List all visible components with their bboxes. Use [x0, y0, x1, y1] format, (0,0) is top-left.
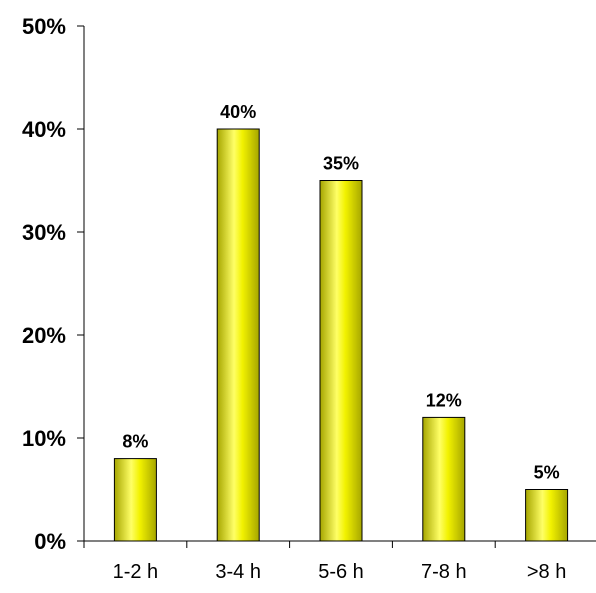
data-label: 35% — [323, 154, 359, 174]
bar — [319, 180, 363, 542]
y-axis: 0% 10% 20% 30% 40% 50% — [22, 14, 85, 554]
y-tick-label: 20% — [22, 323, 66, 348]
y-tick-label: 10% — [22, 426, 66, 451]
x-tick-label: 3-4 h — [215, 561, 261, 583]
y-tick-label: 40% — [22, 117, 66, 142]
bar — [216, 128, 260, 542]
data-label: 8% — [122, 432, 148, 452]
y-tick-label: 0% — [34, 529, 66, 554]
bars: 8% 40% 35% 12% 5% — [113, 102, 569, 542]
x-tick-label: >8 h — [527, 561, 566, 583]
x-tick-label: 7-8 h — [421, 561, 467, 583]
x-tick-label: 1-2 h — [113, 561, 159, 583]
bar — [525, 489, 569, 542]
y-tick-label: 30% — [22, 220, 66, 245]
data-label: 12% — [426, 390, 462, 410]
data-label: 5% — [534, 463, 560, 483]
bar — [422, 416, 466, 542]
data-label: 40% — [220, 102, 256, 122]
x-tick-label: 5-6 h — [318, 561, 364, 583]
x-axis: 1-2 h 3-4 h 5-6 h 7-8 h >8 h — [83, 540, 596, 583]
y-tick-label: 50% — [22, 14, 66, 39]
bar — [113, 458, 157, 542]
